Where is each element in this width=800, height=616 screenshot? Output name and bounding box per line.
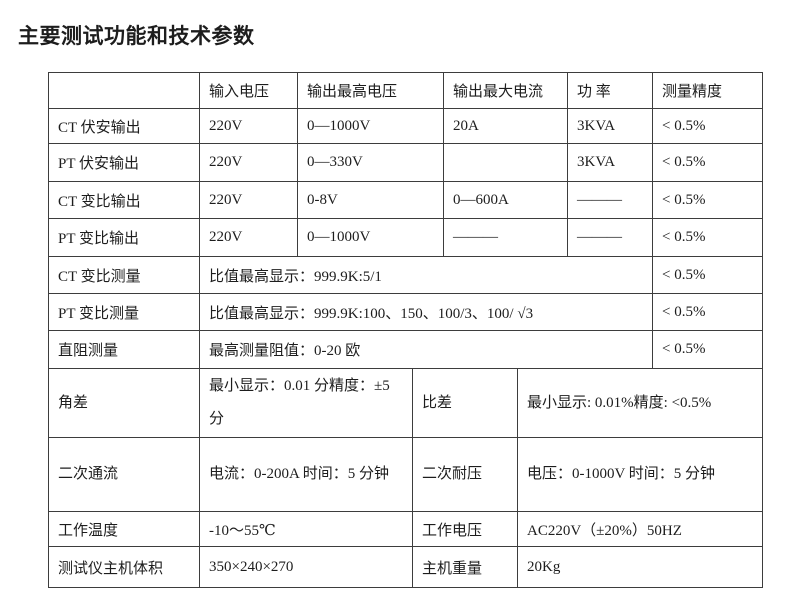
cell-accuracy: < 0.5% bbox=[653, 109, 763, 144]
cell-pair-value-1: 电流：0-200A 时间：5 分钟 bbox=[200, 438, 413, 512]
cell-input-voltage: 220V bbox=[200, 182, 298, 219]
cell-max-output-current: ——— bbox=[444, 219, 568, 257]
cell-max-output-voltage: 0-8V bbox=[298, 182, 444, 219]
header-cell-max-output-voltage: 输出最高电压 bbox=[298, 73, 444, 109]
table-row-pt-ratio-output: PT 变比输出 220V 0—1000V ——— ——— < 0.5% bbox=[49, 219, 763, 257]
row-label: CT 变比测量 bbox=[49, 257, 200, 294]
table-row-secondary-current: 二次通流 电流：0-200A 时间：5 分钟 二次耐压 电压：0-1000V 时… bbox=[49, 438, 763, 512]
table-row-pt-ratio-measure: PT 变比测量 比值最高显示：999.9K:100、150、100/3、100/… bbox=[49, 294, 763, 331]
table-row-working-temperature: 工作温度 -10～55℃ 工作电压 AC220V（±20%）50HZ bbox=[49, 512, 763, 547]
cell-accuracy: < 0.5% bbox=[653, 257, 763, 294]
cell-pair-value-2: 20Kg bbox=[518, 547, 763, 588]
cell-power: 3KVA bbox=[568, 144, 653, 182]
cell-max-output-current bbox=[444, 144, 568, 182]
row-label-2: 主机重量 bbox=[413, 547, 518, 588]
cell-pair-value-1: 350×240×270 bbox=[200, 547, 413, 588]
cell-pair-value-2: 最小显示: 0.01%精度: <0.5% bbox=[518, 369, 763, 438]
header-cell-input-voltage: 输入电压 bbox=[200, 73, 298, 109]
row-label: 二次通流 bbox=[49, 438, 200, 512]
header-cell-accuracy: 测量精度 bbox=[653, 73, 763, 109]
cell-power: 3KVA bbox=[568, 109, 653, 144]
row-label: 测试仪主机体积 bbox=[49, 547, 200, 588]
table-row-angle-error: 角差 最小显示：0.01 分精度：±5 分 比差 最小显示: 0.01%精度: … bbox=[49, 369, 763, 438]
row-label: PT 伏安输出 bbox=[49, 144, 200, 182]
row-label: CT 变比输出 bbox=[49, 182, 200, 219]
row-label: PT 变比测量 bbox=[49, 294, 200, 331]
header-cell-power: 功 率 bbox=[568, 73, 653, 109]
table-row-dc-resistance-measure: 直阻测量 最高测量阻值：0-20 欧 < 0.5% bbox=[49, 331, 763, 369]
cell-measure-value: 比值最高显示：999.9K:100、150、100/3、100/ √3 bbox=[200, 294, 653, 331]
row-label: 直阻测量 bbox=[49, 331, 200, 369]
cell-input-voltage: 220V bbox=[200, 144, 298, 182]
table-row-ct-ratio-measure: CT 变比测量 比值最高显示：999.9K:5/1 < 0.5% bbox=[49, 257, 763, 294]
cell-measure-value: 最高测量阻值：0-20 欧 bbox=[200, 331, 653, 369]
cell-power: ——— bbox=[568, 182, 653, 219]
cell-input-voltage: 220V bbox=[200, 219, 298, 257]
row-label-2: 二次耐压 bbox=[413, 438, 518, 512]
cell-input-voltage: 220V bbox=[200, 109, 298, 144]
cell-max-output-voltage: 0—330V bbox=[298, 144, 444, 182]
cell-max-output-voltage: 0—1000V bbox=[298, 109, 444, 144]
cell-accuracy: < 0.5% bbox=[653, 144, 763, 182]
table-row-ct-va-output: CT 伏安输出 220V 0—1000V 20A 3KVA < 0.5% bbox=[49, 109, 763, 144]
header-cell-blank bbox=[49, 73, 200, 109]
row-label: 工作温度 bbox=[49, 512, 200, 547]
cell-measure-value: 比值最高显示：999.9K:5/1 bbox=[200, 257, 653, 294]
row-label-2: 工作电压 bbox=[413, 512, 518, 547]
row-label-2: 比差 bbox=[413, 369, 518, 438]
table-row-ct-ratio-output: CT 变比输出 220V 0-8V 0—600A ——— < 0.5% bbox=[49, 182, 763, 219]
row-label: PT 变比输出 bbox=[49, 219, 200, 257]
cell-accuracy: < 0.5% bbox=[653, 219, 763, 257]
cell-pair-value-2: AC220V（±20%）50HZ bbox=[518, 512, 763, 547]
cell-pair-value-1: 最小显示：0.01 分精度：±5 分 bbox=[200, 369, 413, 438]
cell-pair-value-2: 电压：0-1000V 时间：5 分钟 bbox=[518, 438, 763, 512]
cell-max-output-voltage: 0—1000V bbox=[298, 219, 444, 257]
cell-max-output-current: 0—600A bbox=[444, 182, 568, 219]
cell-accuracy: < 0.5% bbox=[653, 294, 763, 331]
table-header-row: 输入电压 输出最高电压 输出最大电流 功 率 测量精度 bbox=[49, 73, 763, 109]
row-label: CT 伏安输出 bbox=[49, 109, 200, 144]
row-label: 角差 bbox=[49, 369, 200, 438]
cell-accuracy: < 0.5% bbox=[653, 331, 763, 369]
spec-table: 输入电压 输出最高电压 输出最大电流 功 率 测量精度 CT 伏安输出 220V… bbox=[48, 72, 763, 588]
cell-max-output-current: 20A bbox=[444, 109, 568, 144]
page-title: 主要测试功能和技术参数 bbox=[18, 24, 255, 48]
table-row-host-dimensions: 测试仪主机体积 350×240×270 主机重量 20Kg bbox=[49, 547, 763, 588]
cell-pair-value-1: -10～55℃ bbox=[200, 512, 413, 547]
table-row-pt-va-output: PT 伏安输出 220V 0—330V 3KVA < 0.5% bbox=[49, 144, 763, 182]
header-cell-max-output-current: 输出最大电流 bbox=[444, 73, 568, 109]
cell-accuracy: < 0.5% bbox=[653, 182, 763, 219]
cell-power: ——— bbox=[568, 219, 653, 257]
